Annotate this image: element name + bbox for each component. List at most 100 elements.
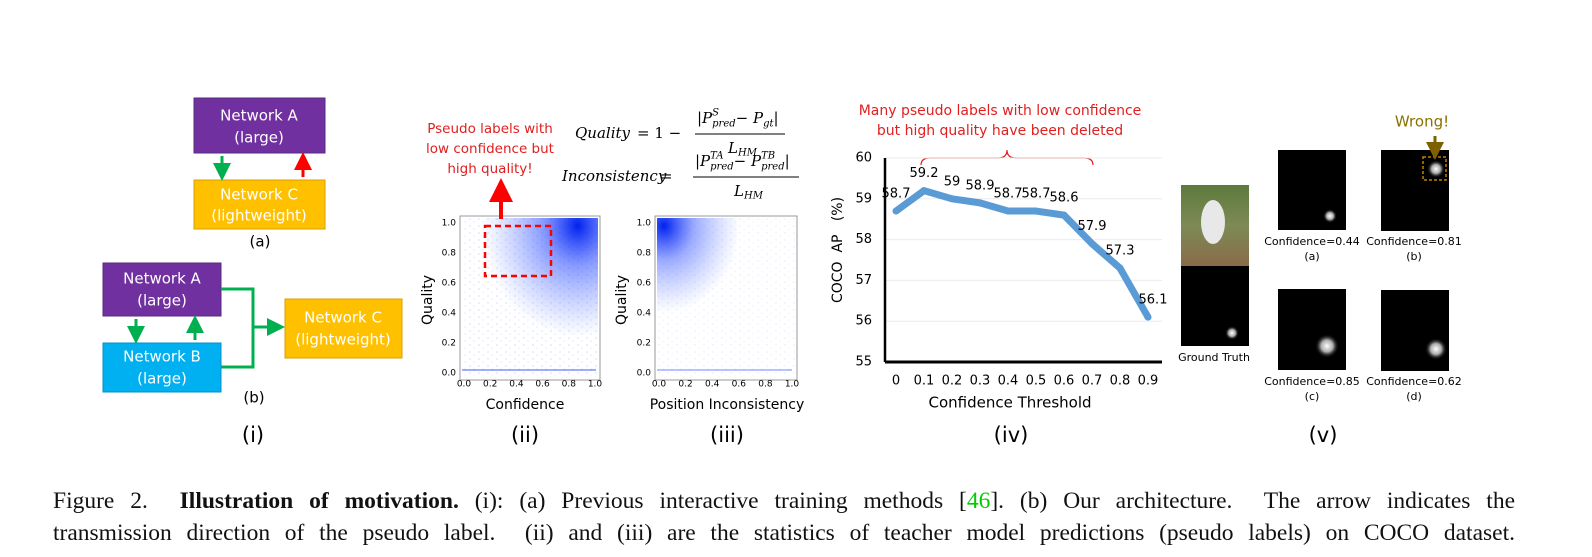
- data-label: 59: [944, 174, 961, 189]
- equation-token: |: [785, 152, 790, 170]
- y-tick-label: 0.4: [637, 309, 652, 319]
- image-label: Ground Truth: [1178, 351, 1250, 364]
- equation-sub: pred: [761, 162, 785, 173]
- equation-lhs: Inconsistency: [561, 167, 667, 185]
- citation[interactable]: 46: [966, 488, 991, 514]
- connector: [221, 287, 276, 369]
- caption-figure: Figure 2.: [53, 488, 148, 514]
- highlight-box: [483, 224, 553, 278]
- x-axis-label: Confidence: [486, 397, 565, 413]
- x-tick-label: 1.0: [785, 380, 800, 390]
- data-point: [1144, 313, 1152, 321]
- data-line: [893, 187, 1152, 319]
- equation-operator: = 1 −: [637, 124, 681, 142]
- x-tick-label: 0.1: [914, 374, 935, 389]
- box-text: (lightweight): [295, 331, 391, 349]
- x-tick-label: 0.8: [1110, 374, 1131, 389]
- image-caption: Confidence=0.62: [1366, 375, 1462, 388]
- annotation: high quality!: [447, 161, 532, 177]
- caption-title: Illustration of motivation.: [179, 488, 459, 514]
- data-point: [920, 187, 928, 195]
- image-caption: Confidence=0.85: [1264, 375, 1360, 388]
- equation-sup: S: [712, 108, 719, 119]
- box: [102, 342, 222, 393]
- data-point: [1088, 240, 1096, 248]
- x-tick-label: 0.4: [509, 380, 524, 390]
- panel-label: (iv): [994, 423, 1029, 447]
- y-tick-label: 0.8: [442, 249, 457, 259]
- x-tick-label: 0.0: [457, 380, 472, 390]
- equation-sub: HM: [737, 148, 758, 159]
- box-text: (large): [234, 129, 284, 147]
- data-label: 58.7: [1022, 187, 1051, 202]
- x-tick-label: 0.4: [998, 374, 1019, 389]
- x-tick-label: 0.9: [1138, 374, 1159, 389]
- box-text: Network C: [304, 309, 382, 327]
- sub-label: (a): [250, 233, 271, 251]
- panel-ii: [459, 178, 601, 381]
- x-tick-label: 0.8: [758, 380, 773, 390]
- annotation: Wrong!: [1395, 113, 1449, 131]
- equation-token: |P: [695, 152, 711, 170]
- caption-line: Figure 2. Illustration of motivation. (i…: [53, 488, 1515, 515]
- y-tick-label: 1.0: [637, 219, 652, 229]
- data-label: 58.7: [882, 187, 911, 202]
- y-axis-label: Quality: [420, 275, 436, 325]
- scatter-density: [657, 218, 795, 376]
- data-point: [1032, 207, 1040, 215]
- heatmap-peak: [1315, 334, 1339, 358]
- sub-label: (b): [243, 389, 264, 407]
- x-tick-label: 0: [892, 374, 900, 389]
- equation-sub: pred: [712, 119, 736, 130]
- equation-sub: HM: [743, 191, 764, 202]
- caption-text: ]. (b) Our architecture. The arrow indic…: [990, 488, 1516, 514]
- panel-label: (ii): [511, 423, 539, 447]
- scatter-density: [462, 218, 598, 376]
- data-point: [1004, 207, 1012, 215]
- x-tick-label: 0.2: [678, 380, 692, 390]
- image-caption: (c): [1305, 390, 1320, 403]
- box-text: Network C: [220, 186, 298, 204]
- figure: Network A (large) Network C (lightweight…: [102, 97, 1462, 447]
- y-tick-label: 0.2: [442, 339, 456, 349]
- data-label: 58.7: [994, 187, 1023, 202]
- x-tick-label: 0.6: [535, 380, 550, 390]
- box-text: Network A: [123, 270, 201, 288]
- y-tick-label: 58: [855, 232, 872, 247]
- equation-token: L: [727, 139, 738, 157]
- box-text: (lightweight): [211, 207, 307, 225]
- y-tick-label: 1.0: [442, 219, 457, 229]
- data-label: 58.6: [1050, 191, 1079, 206]
- panel-iii: [654, 215, 798, 381]
- x-axis-label: Position Inconsistency: [650, 397, 805, 413]
- data-label: 57.3: [1106, 244, 1135, 259]
- image-caption: (b): [1406, 250, 1422, 263]
- x-tick-label: 0.0: [652, 380, 667, 390]
- x-tick-label: 0.2: [483, 380, 497, 390]
- panel-label: (v): [1309, 423, 1338, 447]
- caption-text: transmission direction of the pseudo lab…: [53, 520, 1515, 546]
- y-tick-label: 59: [855, 191, 872, 206]
- annotation: Pseudo labels with: [427, 121, 553, 137]
- heatmap: [1278, 289, 1346, 370]
- data-point: [976, 199, 984, 207]
- box-text: Network A: [220, 107, 298, 125]
- image-caption: (a): [1304, 250, 1319, 263]
- x-tick-label: 0.5: [1026, 374, 1047, 389]
- annotation: Many pseudo labels with low confidence: [859, 103, 1142, 119]
- data-label: 57.9: [1078, 219, 1107, 234]
- box-text: Network B: [123, 348, 201, 366]
- x-tick-label: 0.2: [942, 374, 963, 389]
- equation-token: − P: [734, 152, 762, 170]
- caption-line: transmission direction of the pseudo lab…: [53, 520, 1515, 547]
- equation-sup: TA: [710, 151, 723, 162]
- heatmap-peak: [1323, 209, 1337, 223]
- box: [102, 262, 222, 317]
- y-axis-label: Quality: [614, 275, 630, 325]
- x-tick-label: 0.6: [1054, 374, 1075, 389]
- x-tick-label: 0.6: [732, 380, 747, 390]
- y-tick-label: 0.4: [442, 309, 457, 319]
- caption-text: (i): (a) Previous interactive training m…: [474, 488, 967, 514]
- x-axis-label: Confidence Threshold: [928, 394, 1091, 412]
